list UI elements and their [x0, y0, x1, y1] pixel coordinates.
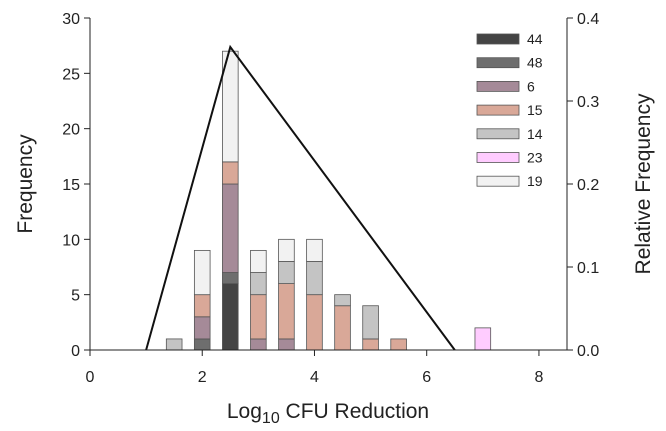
bar-segment-19-bin-4	[278, 238, 295, 262]
bars-layer	[165, 50, 492, 351]
y-tick-label: 30	[62, 11, 80, 28]
legend-label-44: 44	[527, 31, 543, 47]
y2-tick-label: 0.1	[577, 260, 599, 277]
y2-tick-label: 0.4	[577, 11, 599, 28]
x-tick-label: 4	[310, 369, 319, 386]
y2-axis-title: Relative Frequency	[632, 93, 655, 274]
bar-segment-6-bin-4	[278, 338, 295, 351]
legend-swatch-14	[476, 128, 520, 140]
legend-swatch-19	[476, 175, 520, 187]
y2-tick-label: 0.2	[577, 177, 599, 194]
bar-segment-14-bin-4	[278, 261, 295, 285]
legend-label-19: 19	[527, 173, 543, 189]
y-tick-label: 0	[71, 343, 80, 360]
legend: 44 48 6 15 14 23 19	[476, 31, 543, 189]
y2-tick-label: 0.3	[577, 94, 599, 111]
legend-swatch-44	[476, 33, 520, 45]
bar-segment-19-bin-1	[193, 249, 211, 296]
bar-segment-14-bin-5	[306, 261, 323, 296]
x-axis-title: Log10 CFU Reduction	[227, 400, 429, 427]
legend-swatch-6	[476, 81, 520, 92]
bar-segment-6-bin-2	[222, 183, 239, 273]
bar-segment-15-bin-6	[334, 305, 351, 351]
bar-segment-14-bin-6	[334, 294, 351, 307]
bar-segment-6-bin-3	[250, 338, 267, 351]
bar-segment-48-bin-2	[222, 272, 239, 284]
legend-label-48: 48	[527, 55, 543, 71]
bar-segment-15-bin-8	[390, 338, 407, 351]
y2-tick-label: 0.0	[577, 343, 599, 360]
legend-label-14: 14	[527, 126, 543, 142]
bar-segment-15-bin-1	[193, 294, 211, 318]
bar-segment-48-bin-1	[193, 338, 211, 351]
bar-segment-15-bin-4	[278, 283, 295, 340]
y-tick-label: 15	[62, 177, 80, 194]
y-tick-label: 25	[62, 66, 80, 83]
bar-segment-15-bin-5	[306, 294, 323, 351]
legend-swatch-48	[476, 57, 520, 69]
ticks-layer: 0 2 4 6 8 0 5 10 15 20 25 30 0.0 0.1 0.2 0.3 0.4	[62, 11, 599, 386]
y-tick-label: 5	[71, 288, 80, 305]
bar-segment-6-bin-1	[193, 316, 211, 340]
y-tick-label: 20	[62, 122, 80, 139]
x-axis-title-subscript: 10	[262, 410, 280, 427]
bar-segment-14-bin-0	[165, 338, 183, 351]
y-tick-label: 10	[62, 232, 80, 249]
bar-segment-23-bin-9	[474, 327, 492, 351]
bar-segment-15-bin-7	[362, 338, 379, 351]
legend-label-23: 23	[527, 150, 543, 166]
x-axis-title-main: Log	[227, 400, 262, 423]
triangle-distribution-line	[145, 44, 456, 351]
legend-swatch-23	[476, 152, 520, 163]
x-tick-label: 6	[422, 369, 431, 386]
bar-segment-15-bin-3	[250, 294, 267, 340]
legend-label-15: 15	[527, 102, 543, 118]
legend-label-6: 6	[527, 78, 535, 94]
x-tick-label: 2	[198, 369, 207, 386]
legend-swatch-15	[476, 104, 520, 116]
bar-segment-15-bin-2	[222, 161, 239, 185]
x-tick-label: 8	[534, 369, 543, 386]
bar-segment-44-bin-2	[222, 283, 239, 351]
bar-segment-19-bin-5	[306, 238, 323, 262]
y-axis-title: Frequency	[14, 134, 37, 234]
x-axis-title-rest: CFU Reduction	[280, 400, 429, 423]
line-layer	[145, 44, 456, 351]
bar-segment-14-bin-3	[250, 272, 267, 296]
bar-segment-14-bin-7	[362, 305, 379, 340]
x-tick-label: 0	[86, 369, 95, 386]
bar-segment-19-bin-3	[250, 249, 267, 273]
bar-segment-19-bin-2	[222, 50, 239, 163]
